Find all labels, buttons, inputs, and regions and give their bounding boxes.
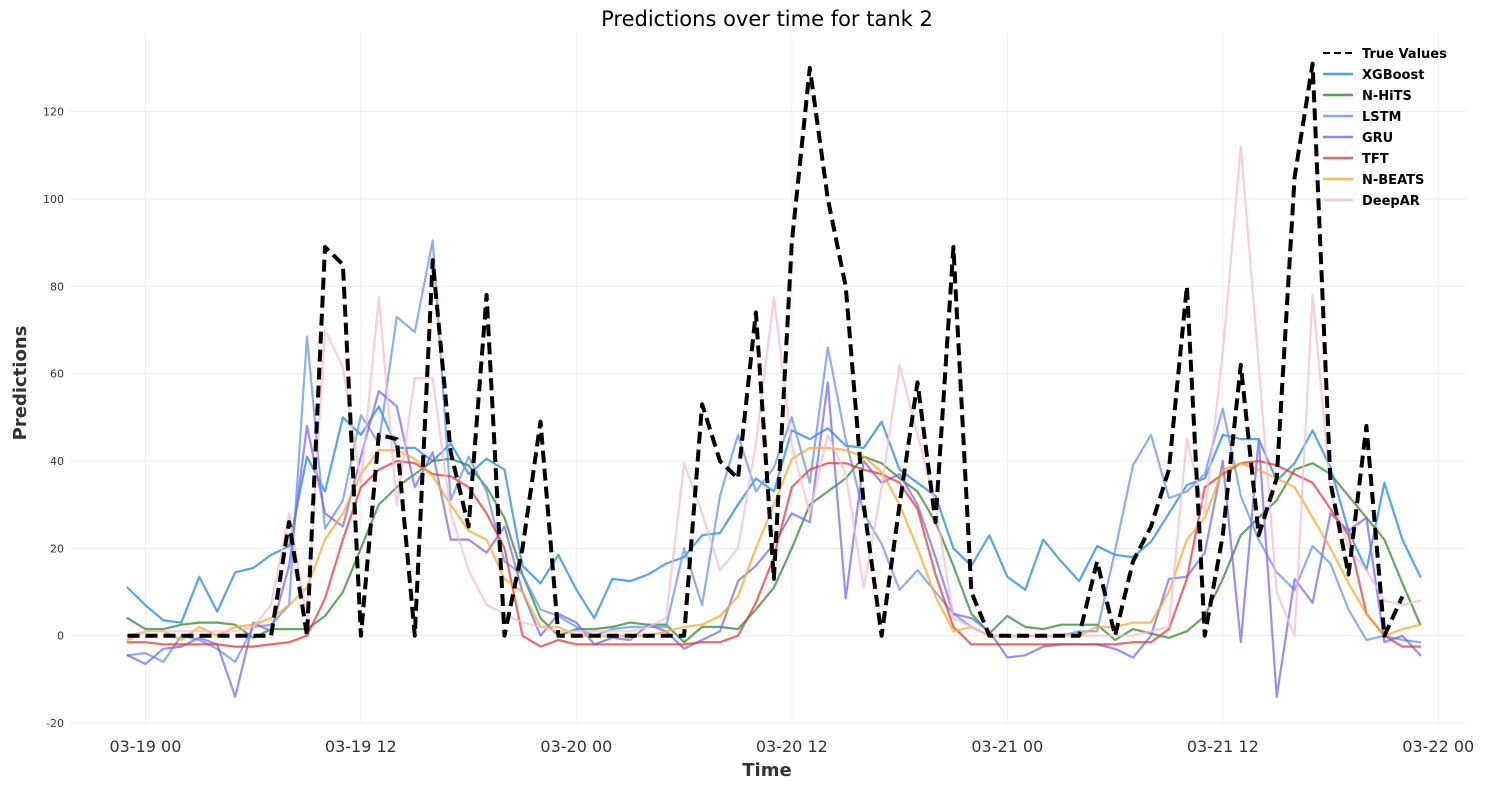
x-tick-label: 03-20 00 bbox=[540, 737, 612, 756]
y-tick-label: 0 bbox=[57, 630, 64, 643]
legend-label: N-BEATS bbox=[1362, 173, 1424, 188]
y-tick-label: 80 bbox=[50, 280, 64, 293]
legend: True Values XGBoost N-HiTS LSTM GRU TFT N-BEAT… bbox=[1323, 47, 1447, 209]
x-tick-label: 03-21 12 bbox=[1187, 737, 1259, 756]
y-axis-ticks: -20 0 20 40 60 80 100 120 bbox=[43, 106, 64, 730]
y-tick-label: 120 bbox=[43, 106, 64, 119]
y-tick-label: -20 bbox=[46, 717, 64, 730]
grid bbox=[70, 33, 1467, 724]
y-axis-label: Predictions bbox=[10, 326, 31, 441]
series-line-gru bbox=[126, 381, 1422, 698]
x-tick-label: 03-21 00 bbox=[971, 737, 1043, 756]
legend-label: LSTM bbox=[1362, 110, 1401, 125]
series-line-lstm bbox=[126, 239, 1422, 664]
y-tick-label: 20 bbox=[50, 542, 64, 555]
legend-label: N-HiTS bbox=[1362, 89, 1412, 104]
series-lines bbox=[126, 61, 1422, 698]
x-tick-label: 03-22 00 bbox=[1402, 737, 1474, 756]
x-axis-ticks: 03-19 00 03-19 12 03-20 00 03-20 12 03-21 00… bbox=[109, 737, 1474, 756]
x-tick-label: 03-19 12 bbox=[325, 737, 397, 756]
y-tick-label: 60 bbox=[50, 368, 64, 381]
chart-title: Predictions over time for tank 2 bbox=[601, 7, 933, 31]
legend-label: GRU bbox=[1362, 131, 1393, 146]
series-line-xgboost bbox=[126, 405, 1422, 624]
legend-label: TFT bbox=[1362, 152, 1389, 167]
series-line-deepar bbox=[126, 145, 1422, 637]
legend-label: XGBoost bbox=[1362, 68, 1424, 83]
series-line-true-values bbox=[127, 61, 1405, 638]
x-tick-label: 03-19 00 bbox=[109, 737, 181, 756]
x-axis-label: Time bbox=[742, 760, 791, 781]
legend-label: True Values bbox=[1362, 47, 1447, 62]
legend-label: DeepAR bbox=[1362, 194, 1420, 209]
x-tick-label: 03-20 12 bbox=[756, 737, 828, 756]
y-tick-label: 100 bbox=[43, 193, 64, 206]
y-tick-label: 40 bbox=[50, 455, 64, 468]
series-line-n-beats bbox=[126, 446, 1422, 642]
